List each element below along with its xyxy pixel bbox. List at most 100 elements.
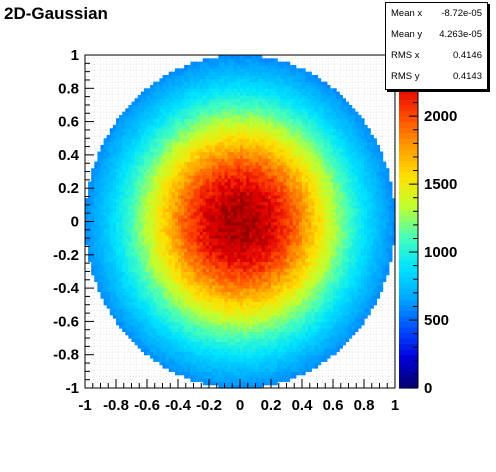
heatmap-cell (106, 258, 111, 263)
heatmap-cell (187, 221, 191, 226)
heatmap-cell (143, 298, 148, 303)
heatmap-cell (171, 284, 176, 289)
heatmap-cell (212, 134, 216, 139)
heatmap-cell (205, 374, 210, 379)
heatmap-cell (97, 178, 102, 183)
heatmap-cell (249, 241, 253, 246)
heatmap-cell (196, 184, 201, 189)
heatmap-cell (230, 168, 235, 173)
heatmap-cell (174, 208, 179, 213)
heatmap-cell (134, 261, 139, 266)
heatmap-cell (240, 161, 244, 166)
heatmap-cell (184, 91, 188, 96)
heatmap-cell (209, 181, 213, 186)
heatmap-cell (168, 148, 173, 153)
heatmap-cell (240, 261, 244, 266)
heatmap-cell (168, 188, 173, 193)
heatmap-cell (212, 64, 216, 69)
heatmap-cell (215, 264, 219, 269)
heatmap-cell (240, 84, 244, 89)
heatmap-cell (246, 301, 250, 306)
heatmap-cell (97, 254, 102, 259)
heatmap-cell (267, 311, 272, 316)
heatmap-cell (116, 178, 120, 183)
heatmap-cell (267, 294, 272, 299)
heatmap-cell (196, 211, 201, 216)
heatmap-cell (140, 334, 145, 339)
heatmap-cell (181, 338, 185, 342)
heatmap-cell (243, 198, 247, 203)
heatmap-cell (205, 304, 210, 309)
heatmap-cell (140, 94, 145, 99)
heatmap-cell (255, 184, 260, 189)
heatmap-cell (218, 294, 222, 299)
heatmap-cell (178, 104, 182, 109)
heatmap-cell (264, 228, 269, 233)
heatmap-cell (193, 311, 198, 316)
heatmap-cell (190, 214, 195, 219)
heatmap-cell (252, 94, 257, 99)
heatmap-cell (209, 288, 213, 293)
heatmap-cell (249, 261, 253, 266)
heatmap-cell (153, 324, 157, 329)
heatmap-cell (230, 334, 235, 339)
heatmap-cell (215, 368, 219, 372)
heatmap-cell (143, 268, 148, 273)
heatmap-cell (122, 194, 126, 199)
heatmap-cell (196, 331, 201, 336)
heatmap-cell (187, 71, 191, 76)
heatmap-cell (174, 71, 179, 76)
heatmap-cell (261, 244, 266, 249)
heatmap-cell (218, 358, 222, 362)
heatmap-cell (264, 344, 269, 349)
heatmap-cell (205, 148, 210, 153)
heatmap-cell (215, 138, 219, 143)
heatmap-cell (196, 264, 201, 269)
heatmap-cell (230, 55, 235, 59)
heatmap-cell (184, 371, 188, 376)
heatmap-cell (178, 278, 182, 283)
heatmap-cell (153, 264, 157, 269)
heatmap-cell (271, 328, 275, 332)
heatmap-cell (258, 118, 263, 123)
heatmap-cell (230, 328, 235, 332)
heatmap-cell (255, 341, 260, 346)
heatmap-cell (236, 178, 241, 183)
heatmap-cell (143, 151, 148, 156)
heatmap-cell (112, 311, 117, 316)
heatmap-cell (150, 348, 154, 352)
heatmap-cell (243, 88, 247, 93)
heatmap-cell (125, 201, 129, 206)
heatmap-cell (196, 278, 201, 283)
heatmap-cell (252, 81, 257, 86)
heatmap-cell (106, 248, 111, 253)
heatmap-cell (264, 151, 269, 156)
heatmap-cell (187, 364, 191, 369)
heatmap-cell (261, 251, 266, 256)
heatmap-cell (128, 108, 133, 113)
heatmap-cell (199, 288, 204, 293)
heatmap-cell (147, 198, 151, 203)
heatmap-cell (252, 98, 257, 103)
heatmap-cell (233, 244, 238, 249)
heatmap-cell (100, 164, 105, 169)
heatmap-cell (174, 131, 179, 136)
heatmap-cell (119, 128, 123, 133)
heatmap-cell (267, 191, 272, 196)
heatmap-cell (230, 301, 235, 306)
heatmap-cell (243, 278, 247, 283)
heatmap-cell (221, 118, 226, 123)
heatmap-cell (243, 171, 247, 176)
heatmap-cell (165, 351, 170, 356)
heatmap-cell (249, 74, 253, 79)
heatmap-cell (131, 231, 136, 236)
heatmap-cell (246, 341, 250, 346)
heatmap-cell (137, 118, 142, 123)
heatmap-cell (240, 74, 244, 79)
heatmap-cell (171, 101, 176, 106)
heatmap-cell (264, 328, 269, 332)
heatmap-cell (140, 194, 145, 199)
heatmap-cell (131, 194, 136, 199)
heatmap-cell (168, 221, 173, 226)
heatmap-cell (243, 144, 247, 149)
